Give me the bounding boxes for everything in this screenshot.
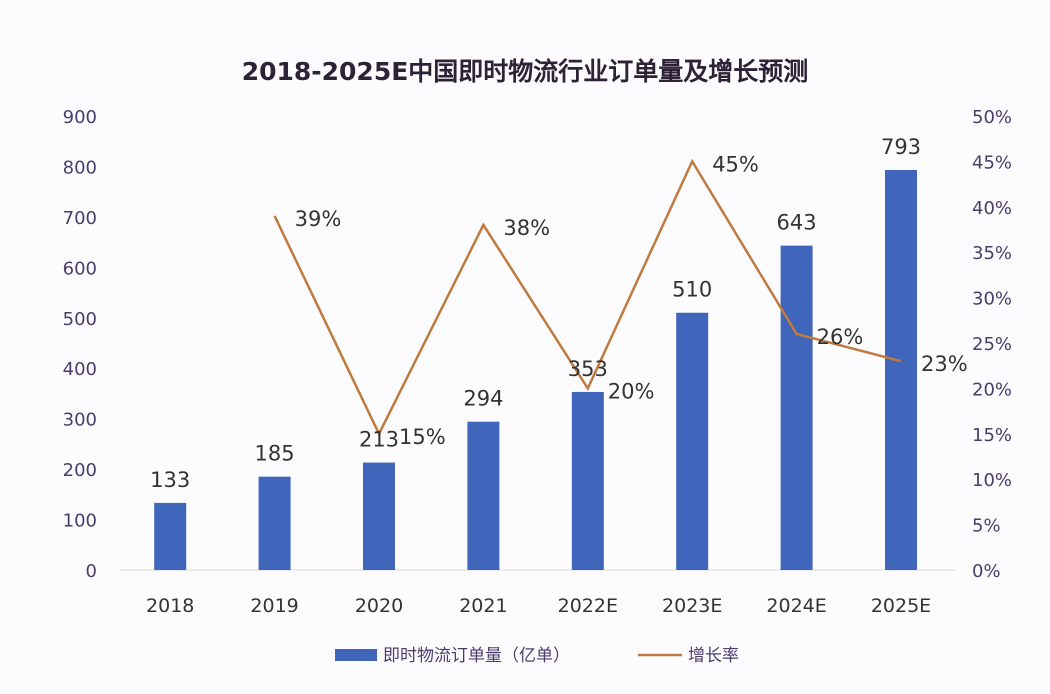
x-axis-tick: 2022E: [558, 595, 618, 617]
line-data-label: 38%: [503, 216, 550, 240]
right-axis-tick: 0%: [972, 561, 1001, 582]
legend-line-label: 增长率: [688, 646, 739, 666]
line-data-label: 26%: [817, 325, 864, 349]
bar: [676, 312, 709, 570]
left-axis-tick: 0: [86, 561, 97, 582]
left-axis-tick: 800: [63, 157, 97, 178]
right-axis-tick: 10%: [972, 470, 1012, 491]
left-axis-tick: 600: [63, 258, 97, 279]
bar-data-label: 793: [881, 135, 921, 159]
x-axis-tick: 2019: [250, 595, 298, 617]
legend-bar-label: 即时物流订单量（亿单）: [383, 646, 570, 666]
left-axis-tick: 100: [63, 511, 97, 532]
line-data-label: 23%: [921, 352, 968, 376]
bar-data-label: 185: [255, 442, 295, 466]
bar: [780, 245, 813, 571]
right-axis-tick: 20%: [972, 379, 1012, 400]
bar: [467, 421, 500, 570]
left-axis-tick: 300: [63, 410, 97, 431]
bar: [258, 476, 291, 570]
line-data-label: 15%: [399, 425, 446, 449]
bar-data-label: 213: [359, 428, 399, 452]
x-axis-tick: 2021: [459, 595, 507, 617]
line-data-label: 20%: [608, 379, 655, 403]
left-axis-tick: 900: [63, 107, 97, 128]
bar-data-label: 510: [672, 278, 712, 302]
bar-data-label: 133: [150, 468, 190, 492]
line-data-label: 45%: [712, 152, 759, 176]
x-axis-tick: 2018: [146, 595, 194, 617]
bar-data-label: 353: [568, 357, 608, 381]
x-axis-tick: 2023E: [662, 595, 722, 617]
growth-rate-line: [273, 158, 902, 437]
right-axis-tick: 40%: [972, 198, 1012, 219]
bar: [154, 502, 187, 570]
right-axis-tick: 15%: [972, 425, 1012, 446]
right-axis-tick: 5%: [972, 516, 1001, 537]
right-axis-tick: 35%: [972, 243, 1012, 264]
bar-data-label: 643: [777, 211, 817, 235]
legend: 即时物流订单量（亿单） 增长率: [335, 646, 739, 666]
x-axis-tick: 2024E: [766, 595, 826, 617]
left-axis-tick: 700: [63, 208, 97, 229]
right-axis-tick: 45%: [972, 152, 1012, 173]
bar-data-label: 294: [463, 387, 503, 411]
left-axis-tick: 400: [63, 359, 97, 380]
line-data-label: 39%: [295, 207, 342, 231]
x-axis-tick: 2025E: [871, 595, 931, 617]
left-axis-tick: 200: [63, 460, 97, 481]
right-axis-tick: 25%: [972, 334, 1012, 355]
left-axis-tick: 500: [63, 309, 97, 330]
right-axis-tick: 30%: [972, 289, 1012, 310]
bar: [885, 169, 917, 570]
bar: [571, 391, 604, 570]
x-axis-tick: 2020: [355, 595, 403, 617]
bar: [363, 462, 395, 570]
legend-bar-swatch: [335, 649, 377, 661]
right-axis-tick: 50%: [972, 107, 1012, 128]
chart-title: 2018-2025E中国即时物流行业订单量及增长预测: [242, 57, 809, 86]
